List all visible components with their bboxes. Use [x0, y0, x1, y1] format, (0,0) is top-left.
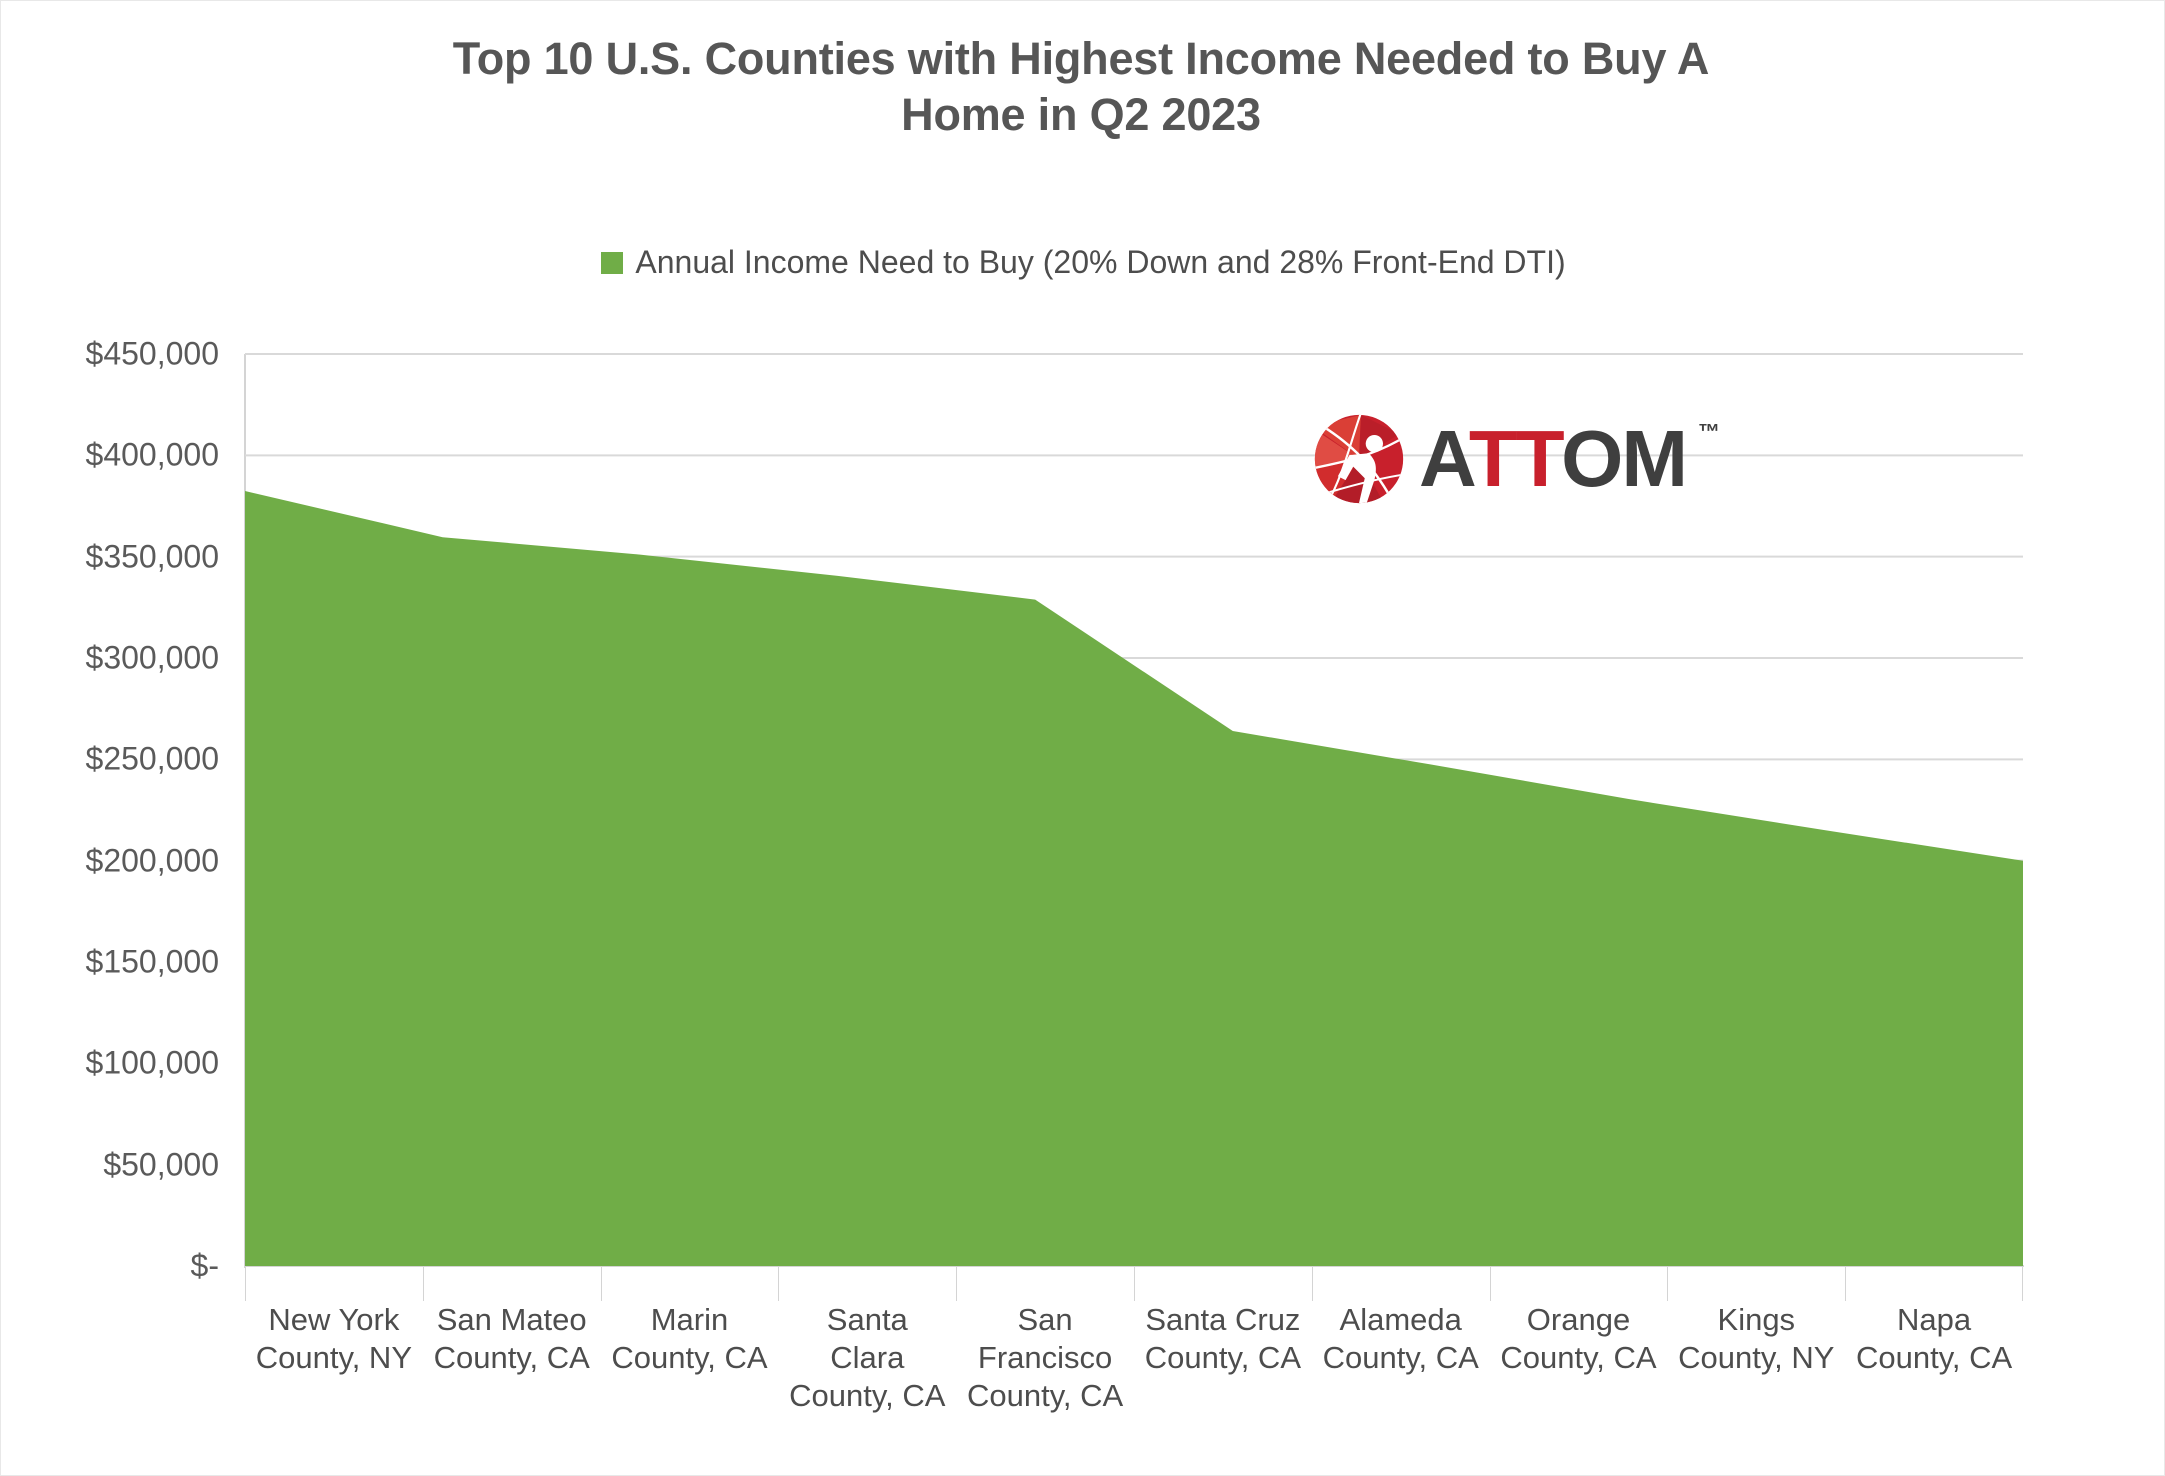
x-axis-label-line: Santa Cruz: [1145, 1302, 1301, 1337]
y-axis-tick-label: $350,000: [85, 538, 219, 575]
plot-area: [245, 353, 2023, 1266]
x-axis-tick-mark: [1667, 1267, 1669, 1301]
x-axis-label-line: Santa: [826, 1302, 908, 1337]
x-axis-label-line: Kings: [1717, 1302, 1796, 1337]
y-axis-tick-label: $450,000: [85, 335, 219, 372]
x-axis-label: New York County, NY: [245, 1301, 423, 1377]
x-axis-label-line: County, CA: [966, 1377, 1124, 1413]
title-line-2: Home in Q2 2023: [901, 88, 1261, 140]
attom-mark-icon: [1314, 414, 1404, 504]
x-axis-tick-mark: [1311, 1267, 1313, 1301]
attom-wordmark: ATTOM ™: [1419, 419, 1720, 499]
x-axis-label-line: San Mateo: [436, 1302, 587, 1337]
y-axis-tick-label: $100,000: [85, 1044, 219, 1081]
x-axis-label-line: County, CA: [433, 1339, 590, 1375]
x-axis-tick-mark: [600, 1267, 602, 1301]
x-axis-tick-mark: [422, 1267, 424, 1301]
x-axis-label-line: New York: [268, 1302, 400, 1337]
x-axis-label: Santa Cruz County, CA: [1134, 1301, 1312, 1377]
x-axis-label-line: County, CA: [1144, 1339, 1301, 1375]
attom-logo: ATTOM ™: [1311, 407, 1731, 511]
page-title: Top 10 U.S. Counties with Highest Income…: [181, 31, 1981, 143]
x-axis-label: Napa County, CA: [1845, 1301, 2023, 1377]
y-axis-tick-label: $50,000: [103, 1146, 219, 1183]
y-axis-tick-label: $300,000: [85, 639, 219, 676]
x-axis-line: [244, 1265, 2024, 1267]
attom-letters-om: OM: [1561, 414, 1688, 503]
area-series-path: [245, 491, 2023, 1266]
x-axis-label-line: County, CA: [611, 1339, 768, 1375]
x-axis-tick-mark: [1134, 1267, 1135, 1301]
y-axis-tick-label: $150,000: [85, 943, 219, 980]
x-axis-label-line: Clara: [830, 1339, 905, 1375]
y-axis-tick-label: $-: [190, 1247, 219, 1284]
x-axis-label-line: County, CA: [1500, 1339, 1657, 1375]
x-axis-label: Alameda County, CA: [1312, 1301, 1490, 1377]
x-axis-label: San Mateo County, CA: [423, 1301, 601, 1377]
x-axis-tick-mark: [778, 1267, 780, 1301]
attom-letter-a: A: [1419, 414, 1471, 503]
x-axis-label-line: San: [1017, 1302, 1073, 1337]
x-axis-label-line: Napa: [1897, 1302, 1972, 1337]
x-axis-label-line: Alameda: [1339, 1302, 1462, 1337]
x-axis-label-line: Orange: [1526, 1302, 1631, 1337]
legend-label: Annual Income Need to Buy (20% Down and …: [635, 244, 1566, 280]
x-axis-tick-mark: [1489, 1267, 1491, 1301]
legend-swatch-icon: [601, 251, 624, 274]
y-axis-tick-label: $250,000: [85, 740, 219, 777]
x-axis-label-line: Marin: [650, 1302, 729, 1337]
x-axis-ticks: [245, 1267, 2023, 1307]
x-axis-label: San Francisco County, CA: [956, 1301, 1134, 1414]
x-axis-labels: New York County, NY San Mateo County, CA Mar…: [245, 1301, 2023, 1471]
x-axis-label: Kings County, NY: [1667, 1301, 1845, 1377]
y-axis-tick-label: $400,000: [85, 436, 219, 473]
y-axis-tick-label: $200,000: [85, 842, 219, 879]
x-axis-tick-mark: [956, 1267, 958, 1301]
chart-legend: Annual Income Need to Buy (20% Down and …: [1, 244, 2165, 281]
x-axis-label-line: Francisco: [977, 1339, 1113, 1375]
attom-letters-tt: TT: [1468, 414, 1563, 503]
x-axis-tick-mark: [1845, 1267, 1847, 1301]
x-axis-label-line: County, NY: [255, 1339, 412, 1375]
x-axis-tick-mark: [2022, 1267, 2023, 1301]
x-axis-label: Orange County, CA: [1490, 1301, 1668, 1377]
x-axis-label-line: County, CA: [1322, 1339, 1479, 1375]
trademark-symbol: ™: [1698, 419, 1721, 444]
y-axis: $450,000 $400,000 $350,000 $300,000 $250,000…: [1, 336, 219, 1284]
x-axis-tick-mark: [245, 1267, 246, 1301]
x-axis-label-line: County, CA: [1855, 1339, 2013, 1375]
x-axis-label-line: County, CA: [789, 1377, 946, 1413]
x-axis-label: Marin County, CA: [601, 1301, 779, 1377]
x-axis-label-line: County, NY: [1678, 1339, 1835, 1375]
area-chart-svg: [245, 353, 2023, 1266]
x-axis-label: Santa Clara County, CA: [778, 1301, 956, 1414]
title-line-1: Top 10 U.S. Counties with Highest Income…: [452, 33, 1710, 84]
